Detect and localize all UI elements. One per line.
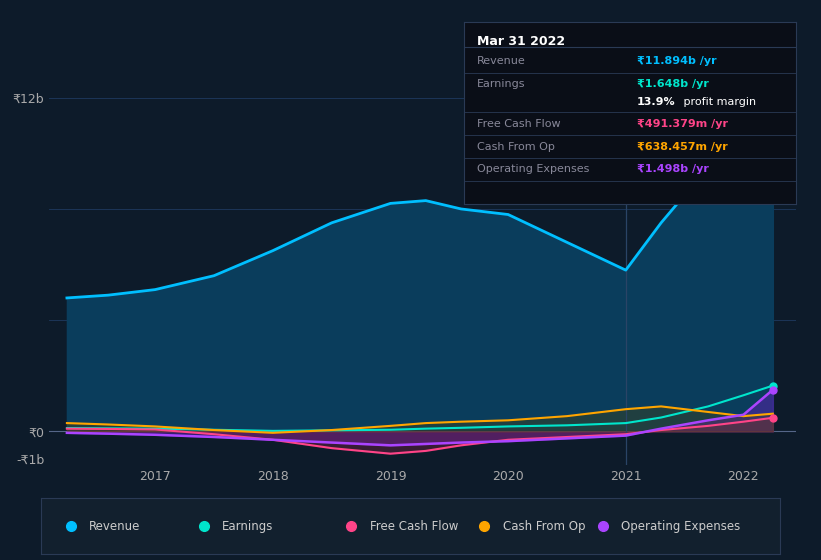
Text: Earnings: Earnings <box>222 520 273 533</box>
Text: Earnings: Earnings <box>477 79 525 89</box>
Text: ₹11.894b /yr: ₹11.894b /yr <box>637 56 717 66</box>
Text: Revenue: Revenue <box>89 520 140 533</box>
Text: Operating Expenses: Operating Expenses <box>477 165 589 174</box>
Text: ₹638.457m /yr: ₹638.457m /yr <box>637 142 727 152</box>
Text: Mar 31 2022: Mar 31 2022 <box>477 35 566 48</box>
Text: Cash From Op: Cash From Op <box>502 520 585 533</box>
Text: ₹491.379m /yr: ₹491.379m /yr <box>637 119 727 129</box>
Text: 13.9%: 13.9% <box>637 97 676 107</box>
Text: Revenue: Revenue <box>477 56 526 66</box>
Text: profit margin: profit margin <box>680 97 756 107</box>
Text: Operating Expenses: Operating Expenses <box>621 520 741 533</box>
Text: ₹1.648b /yr: ₹1.648b /yr <box>637 79 709 89</box>
Text: Free Cash Flow: Free Cash Flow <box>370 520 458 533</box>
Text: Cash From Op: Cash From Op <box>477 142 555 152</box>
Text: Free Cash Flow: Free Cash Flow <box>477 119 561 129</box>
Text: ₹1.498b /yr: ₹1.498b /yr <box>637 165 709 174</box>
